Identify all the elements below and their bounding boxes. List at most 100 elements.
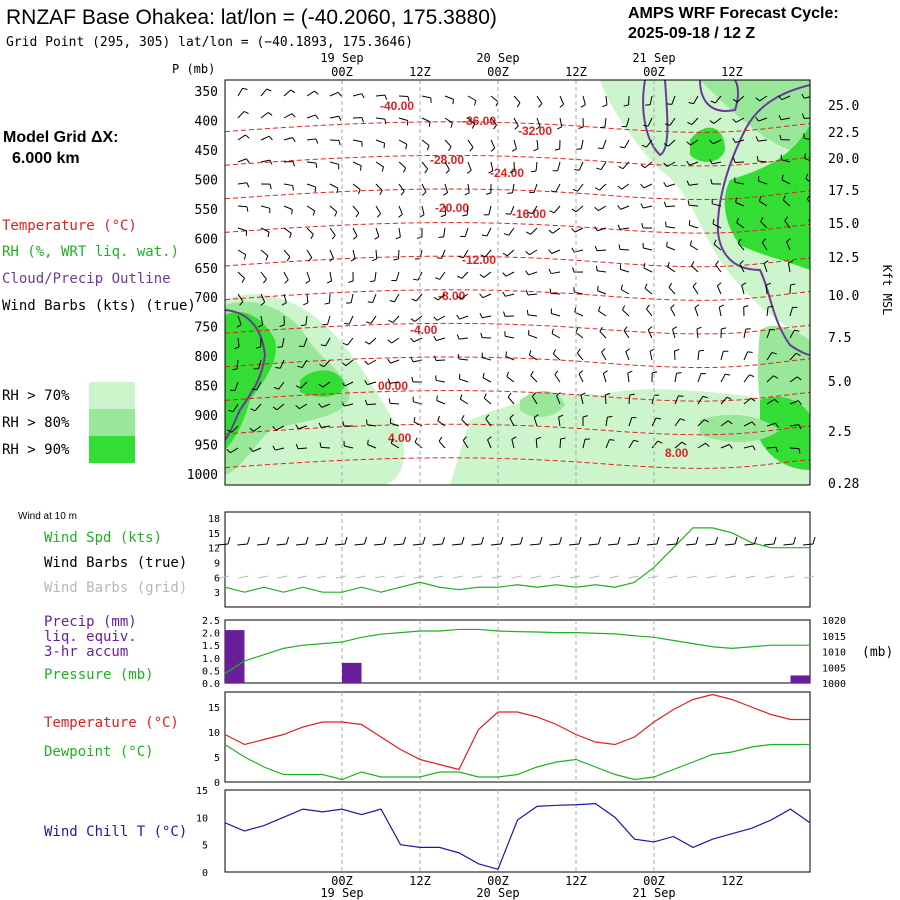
- wind-barb: [743, 421, 753, 427]
- wind-barb-flag: [797, 376, 802, 381]
- grid-wind-barb: [647, 575, 659, 579]
- pressure-tick: 400: [195, 114, 218, 129]
- wind-barb: [260, 249, 269, 257]
- isotherm-line: [225, 121, 810, 133]
- wind-barb: [237, 182, 247, 185]
- wind-barb: [444, 205, 447, 216]
- wind-barb: [551, 313, 561, 317]
- wind-barb: [421, 183, 427, 193]
- grid-wind-barb: [257, 575, 269, 579]
- wind-barb: [577, 183, 584, 192]
- wind-barb: [559, 438, 562, 449]
- wind-barb-flag: [607, 416, 613, 418]
- wind-barb-flag: [640, 164, 646, 169]
- wind-barb: [735, 181, 745, 185]
- pressure-tick: 750: [195, 321, 218, 336]
- temperature-ytick: 10: [208, 728, 220, 739]
- wind-barb-flag: [483, 393, 487, 399]
- wind-barb: [461, 419, 469, 427]
- wind-barb: [372, 293, 377, 303]
- surface-wind-barb-flag: [617, 536, 621, 545]
- cloud-precip-outline: [225, 80, 810, 441]
- pressure-line: [224, 628, 810, 675]
- height-tick: 0.28: [828, 477, 859, 492]
- precip-label: Pressure (mb): [44, 667, 154, 683]
- wind-barb-flag: [805, 173, 809, 179]
- wind-barb: [643, 247, 653, 251]
- wind-barb: [597, 290, 607, 295]
- wind-barb-flag: [666, 241, 668, 247]
- isotherm-line: [225, 289, 810, 301]
- wind-barb: [789, 424, 799, 427]
- surface-wind-barb-flag: [734, 536, 738, 545]
- wind-barb: [597, 227, 607, 232]
- wind-barb: [237, 87, 243, 97]
- surface-wind-barb-flag: [695, 536, 699, 545]
- wind-barb-flag: [763, 260, 769, 264]
- wind-barb-flag: [732, 118, 737, 123]
- wind-barb-flag: [436, 257, 442, 259]
- surface-wind-barb: [276, 543, 287, 546]
- wind-barb-flag: [598, 306, 601, 312]
- wind-barb: [482, 293, 492, 299]
- wind-barb: [260, 227, 270, 233]
- wind-barb: [666, 161, 676, 167]
- wind-barb: [301, 359, 308, 368]
- height-tick: 20.0: [828, 152, 859, 167]
- wind-barb-flag: [758, 196, 762, 202]
- wind-barb: [230, 447, 239, 454]
- wind-barb-flag: [602, 104, 608, 108]
- wind-barb: [436, 315, 446, 321]
- wind-barb: [715, 264, 722, 273]
- wind-barb: [459, 378, 469, 383]
- isotherm-label: -20.00: [435, 201, 469, 215]
- wind-barb: [716, 285, 722, 295]
- wind-barb-flag: [245, 134, 250, 139]
- wind-barb-flag: [709, 159, 713, 165]
- wind-barb: [509, 417, 515, 427]
- wind-barb-flag: [786, 238, 791, 243]
- wind-barb: [278, 381, 285, 390]
- wind-barb: [666, 226, 676, 229]
- wind-barb: [789, 447, 800, 450]
- wind-barb: [398, 205, 403, 215]
- wind-barb: [813, 354, 820, 360]
- wind-barb: [781, 95, 791, 101]
- wind-barb: [505, 293, 515, 297]
- wind-barb-flag: [367, 439, 369, 445]
- wind-barb-flag: [286, 256, 291, 262]
- temperature-contours: -40.00 -36.00 -32.00 -28.00 -24.00 -20.00 -16.…: [225, 99, 810, 469]
- wind-barb: [720, 420, 729, 427]
- wind-barb-flag: [371, 258, 377, 262]
- surface-wind-barb: [471, 543, 482, 546]
- wind-barb-flag: [709, 139, 714, 145]
- wind-barb-flag: [688, 102, 694, 105]
- surface-wind-barb-flag: [793, 536, 796, 545]
- temperature-panel-frame: [224, 691, 811, 783]
- wind-barb: [511, 183, 515, 193]
- wind-barb-flag: [726, 396, 732, 400]
- wind-barb-flag: [536, 436, 542, 440]
- wind-barb-flag: [557, 126, 562, 130]
- pressure-tick: 900: [195, 409, 218, 424]
- wind-barb-flag: [469, 147, 474, 152]
- surface-wind-barb-flag: [364, 536, 367, 545]
- wind-barb: [598, 205, 607, 212]
- surface-wind-barb-flag: [500, 536, 504, 545]
- rh-threshold-label: RH > 90%: [2, 442, 70, 458]
- surface-wind-barb: [315, 543, 326, 546]
- wind-barb: [690, 139, 699, 146]
- wind-barb: [553, 205, 561, 214]
- wind-barb-flag: [246, 158, 250, 164]
- wind-barb-flag: [505, 213, 511, 215]
- wind-barb-flag: [295, 404, 300, 409]
- wind-barb: [535, 161, 538, 172]
- wind-barb: [713, 243, 722, 251]
- wind-barb-flag: [369, 280, 375, 283]
- pressure-tick: 950: [195, 439, 218, 454]
- wind-barb: [758, 117, 768, 122]
- wind-barb: [260, 293, 266, 303]
- wind-barb-flag: [295, 424, 299, 430]
- wind-barb: [237, 134, 246, 141]
- temperature-ytick: 0: [214, 778, 220, 789]
